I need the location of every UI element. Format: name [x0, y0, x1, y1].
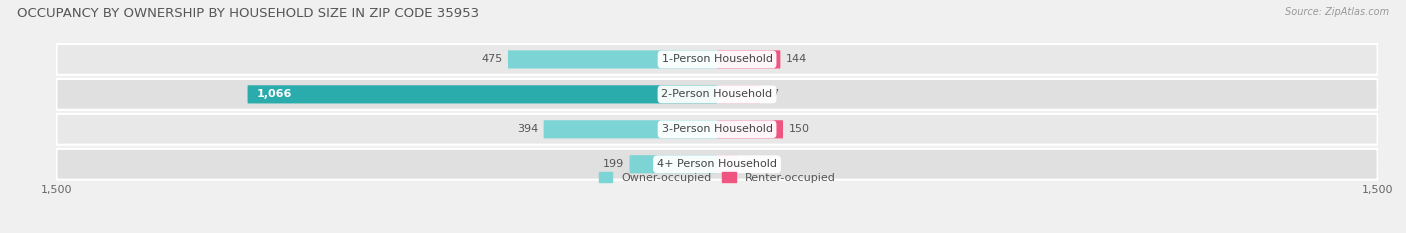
FancyBboxPatch shape: [56, 44, 1378, 75]
FancyBboxPatch shape: [717, 155, 738, 173]
Text: 150: 150: [789, 124, 810, 134]
FancyBboxPatch shape: [630, 155, 717, 173]
Text: 1,066: 1,066: [256, 89, 291, 99]
Text: 199: 199: [603, 159, 624, 169]
Text: 97: 97: [765, 89, 779, 99]
Text: 394: 394: [517, 124, 538, 134]
FancyBboxPatch shape: [56, 149, 1378, 180]
FancyBboxPatch shape: [56, 114, 1378, 145]
Text: OCCUPANCY BY OWNERSHIP BY HOUSEHOLD SIZE IN ZIP CODE 35953: OCCUPANCY BY OWNERSHIP BY HOUSEHOLD SIZE…: [17, 7, 479, 20]
FancyBboxPatch shape: [717, 50, 780, 69]
Text: 47: 47: [742, 159, 758, 169]
Text: 144: 144: [786, 55, 807, 64]
FancyBboxPatch shape: [717, 85, 759, 103]
Text: 4+ Person Household: 4+ Person Household: [657, 159, 778, 169]
Legend: Owner-occupied, Renter-occupied: Owner-occupied, Renter-occupied: [595, 168, 839, 187]
Text: 1-Person Household: 1-Person Household: [662, 55, 772, 64]
Text: 2-Person Household: 2-Person Household: [661, 89, 773, 99]
Text: 3-Person Household: 3-Person Household: [662, 124, 772, 134]
FancyBboxPatch shape: [508, 50, 717, 69]
FancyBboxPatch shape: [247, 85, 717, 103]
FancyBboxPatch shape: [717, 120, 783, 138]
FancyBboxPatch shape: [544, 120, 717, 138]
Text: Source: ZipAtlas.com: Source: ZipAtlas.com: [1285, 7, 1389, 17]
FancyBboxPatch shape: [56, 79, 1378, 110]
Text: 475: 475: [481, 55, 502, 64]
